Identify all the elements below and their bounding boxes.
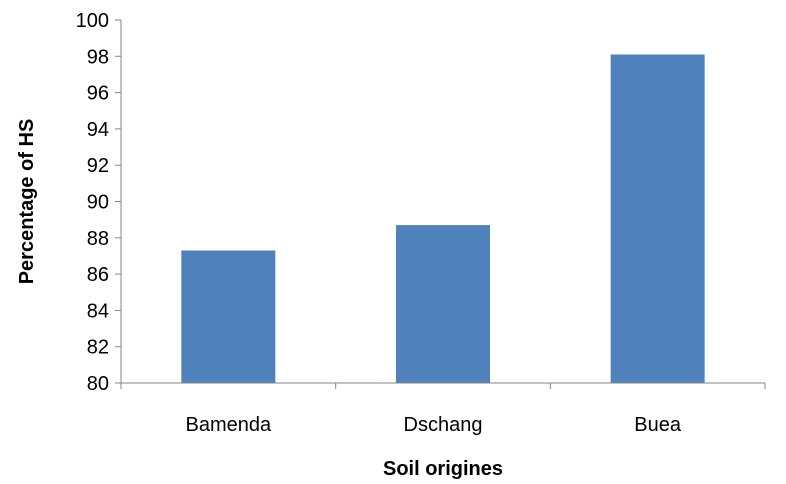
- y-tick-label: 92: [87, 155, 109, 177]
- y-tick-label: 98: [87, 46, 109, 68]
- x-axis-ticks: [120, 383, 766, 389]
- y-tick-label: 96: [87, 83, 109, 105]
- y-tick-label: 80: [87, 373, 109, 395]
- y-tick-label: 100: [76, 10, 109, 32]
- x-tick-label: Buea: [634, 414, 682, 436]
- x-category-labels: Bamenda Dschang Buea: [186, 414, 682, 436]
- y-tick-label: 86: [87, 264, 109, 286]
- y-tick-label: 94: [87, 119, 109, 141]
- bar-buea: [610, 54, 705, 384]
- y-axis-ticks: 80 82 84 86 88 90 92 94 96 98 100: [76, 10, 121, 395]
- y-tick-label: 88: [87, 228, 109, 250]
- bar-bamenda: [181, 250, 276, 383]
- y-tick-label: 82: [87, 337, 109, 359]
- bar-dschang: [396, 225, 490, 383]
- x-tick-label: Bamenda: [186, 414, 272, 436]
- x-tick-label: Dschang: [404, 414, 483, 436]
- bars: [181, 54, 705, 384]
- y-axis-title: Percentage of HS: [16, 119, 38, 285]
- y-tick-label: 90: [87, 192, 109, 214]
- y-tick-label: 84: [87, 300, 109, 322]
- x-axis-title: Soil origines: [383, 458, 503, 480]
